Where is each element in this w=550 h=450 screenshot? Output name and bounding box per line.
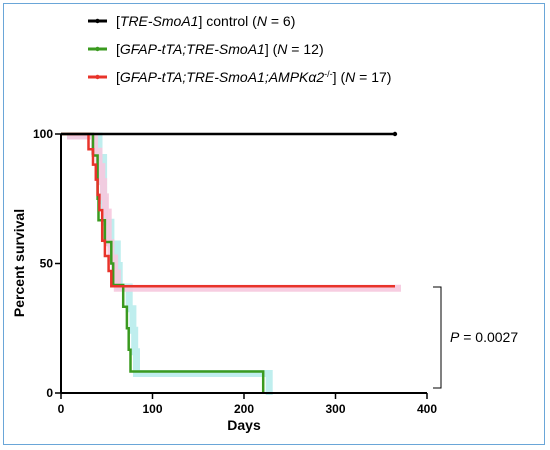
y-ticks: 0 50 100 [33, 127, 61, 400]
y-tick-label: 0 [46, 386, 53, 400]
survival-lines [61, 131, 398, 393]
legend-label: [GFAP-tTA;TRE-SmoA1;AMPKα2-/-] (N = 17) [116, 69, 391, 85]
x-tick-label: 200 [234, 402, 254, 416]
series-line-ampk [61, 132, 395, 288]
x-ticks: 0 100 200 300 400 [58, 393, 437, 416]
x-axis-title: Days [227, 417, 261, 433]
series-line-gfap [61, 132, 265, 393]
y-axis-title: Percent survival [11, 209, 27, 317]
p-value-annotation: P = 0.0027 [450, 329, 518, 345]
x-tick-label: 400 [417, 402, 437, 416]
legend-label: [TRE-SmoA1] control (N = 6) [116, 13, 295, 29]
y-tick-label: 50 [40, 257, 54, 271]
confidence-bands [67, 132, 401, 395]
x-tick-label: 0 [58, 402, 65, 416]
x-tick-label: 300 [325, 402, 345, 416]
censor-mark-control [392, 131, 398, 137]
legend-item-control: [TRE-SmoA1] control (N = 6) [88, 13, 295, 29]
legend-marker [95, 46, 100, 52]
y-tick-label: 100 [33, 127, 53, 141]
legend: [TRE-SmoA1] control (N = 6) [GFAP-tTA;TRE… [88, 13, 391, 85]
legend-label: [GFAP-tTA;TRE-SmoA1] (N = 12) [116, 41, 324, 57]
plot-area: 0 100 200 300 400 0 50 100 [33, 127, 437, 416]
x-tick-label: 100 [142, 402, 162, 416]
legend-marker [95, 74, 100, 80]
confidence-band-ampk [67, 132, 401, 292]
legend-item-ampk: [GFAP-tTA;TRE-SmoA1;AMPKα2-/-] (N = 17) [88, 69, 391, 85]
significance-bracket [433, 286, 442, 389]
legend-item-gfap: [GFAP-tTA;TRE-SmoA1] (N = 12) [88, 41, 324, 57]
legend-marker [95, 18, 100, 24]
